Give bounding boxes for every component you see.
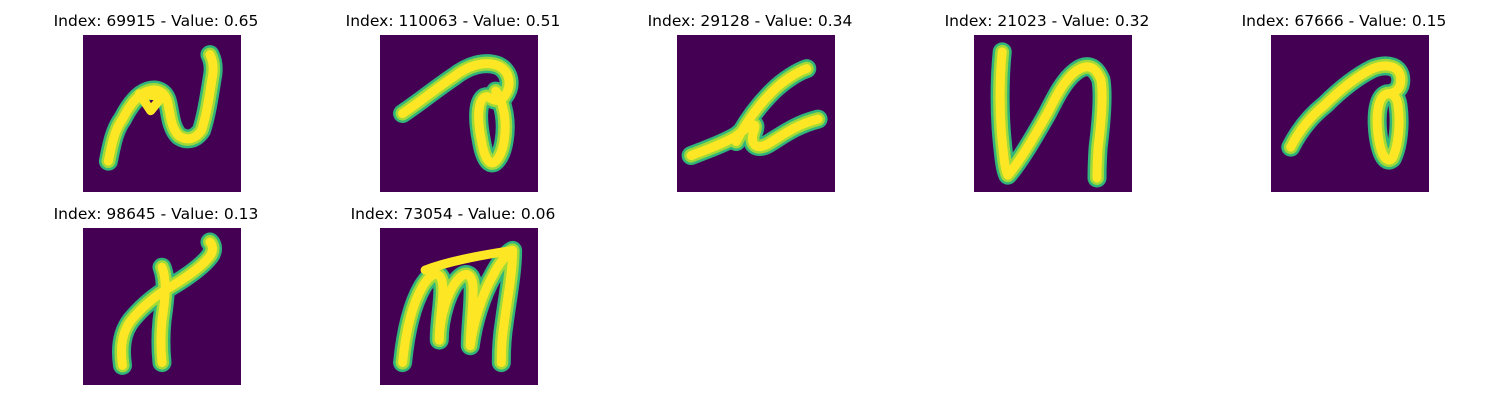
handwritten-stroke [1291, 66, 1401, 160]
panel-title: Index: 69915 - Value: 0.65 [53, 12, 259, 30]
panel-1: Index: 69915 - Value: 0.65 [6, 0, 306, 192]
panel-title: Index: 21023 - Value: 0.32 [944, 12, 1150, 30]
panel-title: Index: 67666 - Value: 0.15 [1241, 12, 1447, 30]
handwritten-stroke [403, 64, 509, 163]
panel-7: Index: 73054 - Value: 0.06 [303, 193, 603, 385]
handwritten-stroke [1000, 52, 1102, 178]
panel-4: Index: 21023 - Value: 0.32 [897, 0, 1197, 192]
handwritten-stroke [691, 69, 818, 156]
panel-title: Index: 73054 - Value: 0.06 [350, 205, 556, 223]
digit-image [677, 35, 835, 192]
digit-image [380, 35, 538, 192]
panel-title: Index: 29128 - Value: 0.34 [647, 12, 853, 30]
digit-image [1271, 35, 1429, 192]
handwritten-stroke [121, 242, 212, 365]
panel-5: Index: 67666 - Value: 0.15 [1194, 0, 1494, 192]
handwritten-stroke [403, 250, 513, 362]
panel-2: Index: 110063 - Value: 0.51 [303, 0, 603, 192]
digit-image [974, 35, 1132, 192]
panel-title: Index: 110063 - Value: 0.51 [345, 12, 561, 30]
handwritten-stroke [108, 55, 213, 162]
panel-title: Index: 98645 - Value: 0.13 [53, 205, 259, 223]
digit-image [380, 228, 538, 385]
digit-image [83, 35, 241, 192]
panel-6: Index: 98645 - Value: 0.13 [6, 193, 306, 385]
panel-3: Index: 29128 - Value: 0.34 [600, 0, 900, 192]
digit-image [83, 228, 241, 385]
